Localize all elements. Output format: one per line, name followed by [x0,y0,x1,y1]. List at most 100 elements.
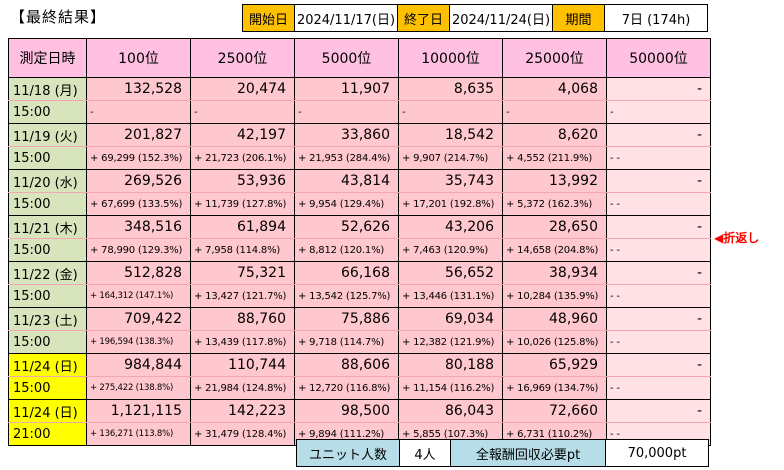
rank-diff: + 10,284 (135.9%) [502,284,607,308]
rank-value: - [606,215,711,239]
rank-value: - [606,307,711,331]
rank-diff: + 21,723 (206.1%) [190,146,295,170]
rank-value: 38,934 [502,261,607,285]
column-header-4: 25000位 [502,38,607,78]
rank-value: 33,860 [294,123,399,147]
rank-value: - [606,261,711,285]
rank-diff: + 11,154 (116.2%) [398,376,503,400]
rank-diff: - [502,100,607,124]
rank-value: 35,743 [398,169,503,193]
rank-value: - [606,399,711,423]
rank-value: 61,894 [190,215,295,239]
rank-value: 66,168 [294,261,399,285]
end-date-label: 終了日 [397,4,450,32]
rank-value: 4,068 [502,77,607,101]
rank-value: 8,620 [502,123,607,147]
rank-value: 52,626 [294,215,399,239]
reward-points-value: 70,000pt [605,439,709,467]
row-date: 11/23 (土) [8,307,87,331]
table-row-diff: 15:00 + 67,699 (133.5%) + 11,739 (127.8%) +… [8,192,711,216]
table-row-diff: 15:00 + 164,312 (147.1%) + 13,427 (121.7%)… [8,284,711,308]
unit-count-label: ユニット人数 [296,439,400,467]
row-time: 15:00 [8,376,87,400]
rank-value: 142,223 [190,399,295,423]
period-value: 7日 (174h) [604,4,708,32]
table-row: 11/20 (水) 269,526 53,936 43,814 35,743 13,992… [8,169,711,193]
rank-value: 75,321 [190,261,295,285]
ranking-table-body: 測定日時 100位 2500位 5000位 10000位 25000位 50000位 11/1… [8,38,711,446]
rank-value: 269,526 [86,169,191,193]
row-date: 11/22 (金) [8,261,87,285]
rank-value: 512,828 [86,261,191,285]
rank-diff: + 196,594 (138.3%) [86,330,191,354]
row-date: 11/18 (月) [8,77,87,101]
table-row: 11/19 (火) 201,827 42,197 33,860 18,542 8,620- [8,123,711,147]
rank-diff: + 9,718 (114.7%) [294,330,399,354]
rank-diff: + 164,312 (147.1%) [86,284,191,308]
rank-diff: + 67,699 (133.5%) [86,192,191,216]
rank-diff: + 4,552 (211.9%) [502,146,607,170]
rank-value: 1,121,115 [86,399,191,423]
rank-value: - [606,353,711,377]
rank-diff: + 136,271 (113.8%) [86,422,191,446]
rank-diff: + 9,907 (214.7%) [398,146,503,170]
rank-value: 88,760 [190,307,295,331]
column-header-3: 10000位 [398,38,503,78]
rank-diff: + 13,446 (131.1%) [398,284,503,308]
rank-value: 201,827 [86,123,191,147]
row-date: 11/20 (水) [8,169,87,193]
rank-diff: + 13,542 (125.7%) [294,284,399,308]
header-row: 測定日時 100位 2500位 5000位 10000位 25000位 50000位 [8,38,711,78]
rank-value: 42,197 [190,123,295,147]
rank-value: 53,936 [190,169,295,193]
rank-diff: - [190,100,295,124]
rank-diff: + 21,953 (284.4%) [294,146,399,170]
unit-count-value: 4人 [399,439,451,467]
turnaround-note: ◀折返し [714,231,760,245]
rank-diff: + 12,720 (116.8%) [294,376,399,400]
header-corner-cell: 測定日時 [8,38,87,78]
rank-value: 18,542 [398,123,503,147]
page-title: 【最終結果】 [10,8,107,26]
table-row: 11/24 (日) 1,121,115 142,223 98,500 86,043 72,… [8,399,711,423]
rank-diff: + 8,812 (120.1%) [294,238,399,262]
rank-diff: + 17,201 (192.8%) [398,192,503,216]
start-date-value: 2024/11/17(日) [294,4,398,32]
rank-diff: - [606,100,711,124]
rank-value: 348,516 [86,215,191,239]
rank-diff: - [398,100,503,124]
table-row: 11/24 (日) 984,844 110,744 88,606 80,188 65,92… [8,353,711,377]
reward-points-label: 全報酬回収必要pt [450,439,606,467]
row-time: 21:00 [8,422,87,446]
row-time: 15:00 [8,192,87,216]
row-time: 15:00 [8,330,87,354]
rank-diff: + 13,439 (117.8%) [190,330,295,354]
rank-value: 43,206 [398,215,503,239]
row-date: 11/24 (日) [8,353,87,377]
rank-value: - [606,77,711,101]
rank-value: 8,635 [398,77,503,101]
column-header-2: 5000位 [294,38,399,78]
row-date: 11/24 (日) [8,399,87,423]
rank-diff: + 78,990 (129.3%) [86,238,191,262]
start-date-label: 開始日 [242,4,295,32]
rank-value: 132,528 [86,77,191,101]
rank-diff: + 7,958 (114.8%) [190,238,295,262]
rank-diff: - - [606,284,711,308]
rank-diff: + 21,984 (124.8%) [190,376,295,400]
table-row-diff: 15:00 + 196,594 (138.3%) + 13,439 (117.8%)… [8,330,711,354]
rank-value: 709,422 [86,307,191,331]
row-time: 15:00 [8,100,87,124]
column-header-5: 50000位 [606,38,711,78]
rank-value: 69,034 [398,307,503,331]
rank-value: - [606,123,711,147]
rank-value: 13,992 [502,169,607,193]
rank-diff: - - [606,330,711,354]
table-row: 11/23 (土) 709,422 88,760 75,886 69,034 48,960… [8,307,711,331]
table-row: 11/18 (月) 132,528 20,474 11,907 8,635 4,068- [8,77,711,101]
rank-diff: + 275,422 (138.8%) [86,376,191,400]
rank-diff: + 11,739 (127.8%) [190,192,295,216]
rank-diff: - - [606,146,711,170]
table-row-diff: 15:00 + 78,990 (129.3%) + 7,958 (114.8%) + … [8,238,711,262]
table-row: 11/21 (木) 348,516 61,894 52,626 43,206 28,650… [8,215,711,239]
